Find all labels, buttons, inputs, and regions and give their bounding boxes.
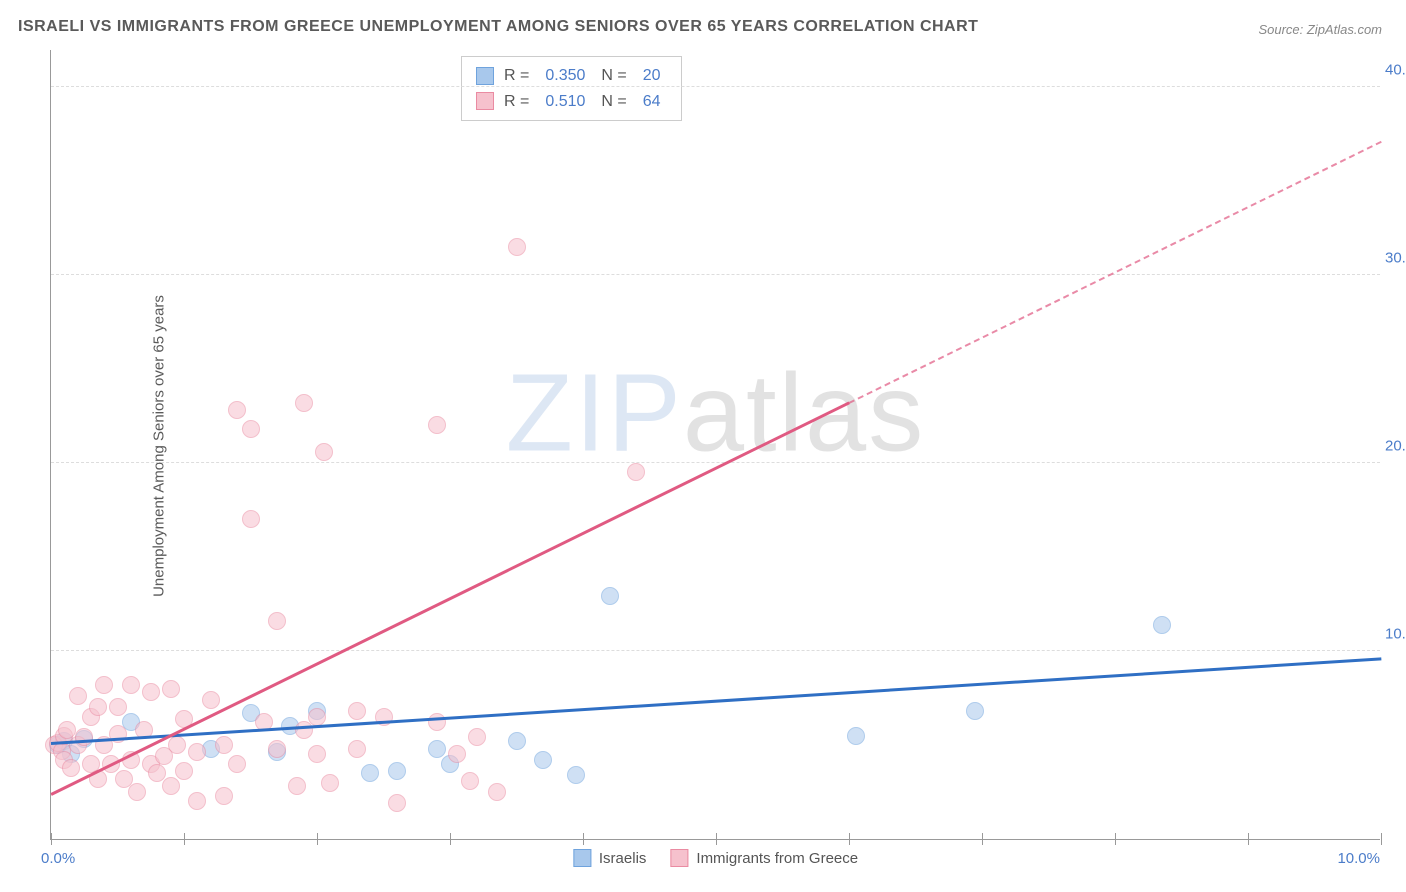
data-point bbox=[461, 772, 479, 790]
x-tick-mark bbox=[317, 833, 318, 845]
data-point bbox=[1153, 616, 1171, 634]
data-point bbox=[75, 728, 93, 746]
data-point bbox=[388, 762, 406, 780]
legend-r-label: R = bbox=[504, 89, 529, 115]
y-tick-label: 40.0% bbox=[1385, 61, 1406, 78]
x-tick-mark bbox=[583, 833, 584, 845]
legend-swatch-greece bbox=[670, 849, 688, 867]
gridline bbox=[51, 86, 1380, 87]
data-point bbox=[348, 702, 366, 720]
data-point bbox=[295, 721, 313, 739]
legend-n-label: N = bbox=[601, 89, 626, 115]
data-point bbox=[109, 698, 127, 716]
data-point bbox=[228, 755, 246, 773]
data-point bbox=[315, 443, 333, 461]
data-point bbox=[215, 787, 233, 805]
data-point bbox=[202, 691, 220, 709]
plot-area: ZIPatlas R = 0.350 N = 20 R = 0.510 N = … bbox=[50, 50, 1380, 840]
trend-line bbox=[849, 141, 1382, 404]
x-tick-mark bbox=[184, 833, 185, 845]
data-point bbox=[966, 702, 984, 720]
trend-line bbox=[51, 658, 1381, 745]
legend-stats: R = 0.350 N = 20 R = 0.510 N = 64 bbox=[461, 56, 682, 121]
legend-n-value-1: 64 bbox=[643, 89, 661, 115]
x-tick-mark bbox=[849, 833, 850, 845]
data-point bbox=[627, 463, 645, 481]
data-point bbox=[162, 680, 180, 698]
data-point bbox=[448, 745, 466, 763]
chart-title: ISRAELI VS IMMIGRANTS FROM GREECE UNEMPL… bbox=[18, 18, 978, 36]
data-point bbox=[215, 736, 233, 754]
x-tick-mark bbox=[1381, 833, 1382, 845]
y-tick-label: 30.0% bbox=[1385, 249, 1406, 266]
data-point bbox=[122, 676, 140, 694]
data-point bbox=[508, 732, 526, 750]
data-point bbox=[308, 708, 326, 726]
data-point bbox=[228, 401, 246, 419]
data-point bbox=[288, 777, 306, 795]
data-point bbox=[295, 394, 313, 412]
legend-label-israelis: Israelis bbox=[599, 850, 647, 867]
legend-item-israelis: Israelis bbox=[573, 849, 647, 867]
data-point bbox=[388, 794, 406, 812]
x-tick-mark bbox=[51, 833, 52, 845]
data-point bbox=[847, 727, 865, 745]
x-tick-mark bbox=[450, 833, 451, 845]
data-point bbox=[95, 676, 113, 694]
x-tick-max: 10.0% bbox=[1337, 850, 1380, 867]
gridline bbox=[51, 650, 1380, 651]
data-point bbox=[508, 238, 526, 256]
legend-swatch-israelis bbox=[573, 849, 591, 867]
data-point bbox=[534, 751, 552, 769]
data-point bbox=[348, 740, 366, 758]
y-tick-label: 20.0% bbox=[1385, 437, 1406, 454]
data-point bbox=[188, 743, 206, 761]
data-point bbox=[308, 745, 326, 763]
watermark-atlas: atlas bbox=[683, 351, 925, 474]
data-point bbox=[268, 612, 286, 630]
watermark-zip: ZIP bbox=[506, 351, 683, 474]
data-point bbox=[468, 728, 486, 746]
watermark: ZIPatlas bbox=[506, 349, 925, 476]
data-point bbox=[321, 774, 339, 792]
data-point bbox=[142, 683, 160, 701]
legend-series: Israelis Immigrants from Greece bbox=[573, 849, 858, 867]
data-point bbox=[168, 736, 186, 754]
gridline bbox=[51, 274, 1380, 275]
legend-swatch-israelis bbox=[476, 67, 494, 85]
data-point bbox=[69, 687, 87, 705]
data-point bbox=[242, 420, 260, 438]
data-point bbox=[601, 587, 619, 605]
source-label: Source: ZipAtlas.com bbox=[1258, 22, 1382, 37]
legend-item-greece: Immigrants from Greece bbox=[670, 849, 858, 867]
data-point bbox=[567, 766, 585, 784]
data-point bbox=[188, 792, 206, 810]
legend-r-value-1: 0.510 bbox=[545, 89, 585, 115]
data-point bbox=[128, 783, 146, 801]
data-point bbox=[268, 740, 286, 758]
x-tick-mark bbox=[1115, 833, 1116, 845]
legend-label-greece: Immigrants from Greece bbox=[696, 850, 858, 867]
data-point bbox=[89, 698, 107, 716]
data-point bbox=[62, 759, 80, 777]
data-point bbox=[488, 783, 506, 801]
x-tick-min: 0.0% bbox=[41, 850, 75, 867]
data-point bbox=[175, 762, 193, 780]
data-point bbox=[361, 764, 379, 782]
x-tick-mark bbox=[716, 833, 717, 845]
legend-stats-row-1: R = 0.510 N = 64 bbox=[476, 89, 667, 115]
x-tick-mark bbox=[982, 833, 983, 845]
data-point bbox=[162, 777, 180, 795]
data-point bbox=[428, 740, 446, 758]
data-point bbox=[242, 510, 260, 528]
data-point bbox=[428, 416, 446, 434]
x-tick-mark bbox=[1248, 833, 1249, 845]
y-tick-label: 10.0% bbox=[1385, 625, 1406, 642]
legend-swatch-greece bbox=[476, 92, 494, 110]
gridline bbox=[51, 462, 1380, 463]
